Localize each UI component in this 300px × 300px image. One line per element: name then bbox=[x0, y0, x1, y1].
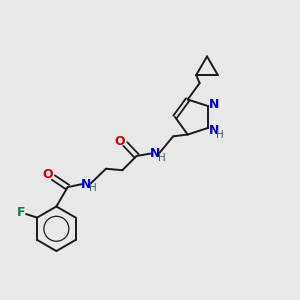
Text: N: N bbox=[209, 98, 219, 112]
Text: H: H bbox=[216, 130, 224, 140]
Text: N: N bbox=[209, 124, 219, 137]
Text: O: O bbox=[114, 135, 125, 148]
Text: F: F bbox=[16, 206, 25, 219]
Text: N: N bbox=[81, 178, 91, 191]
Text: H: H bbox=[89, 183, 97, 193]
Text: O: O bbox=[42, 168, 53, 181]
Text: H: H bbox=[158, 153, 166, 163]
Text: N: N bbox=[150, 147, 160, 160]
